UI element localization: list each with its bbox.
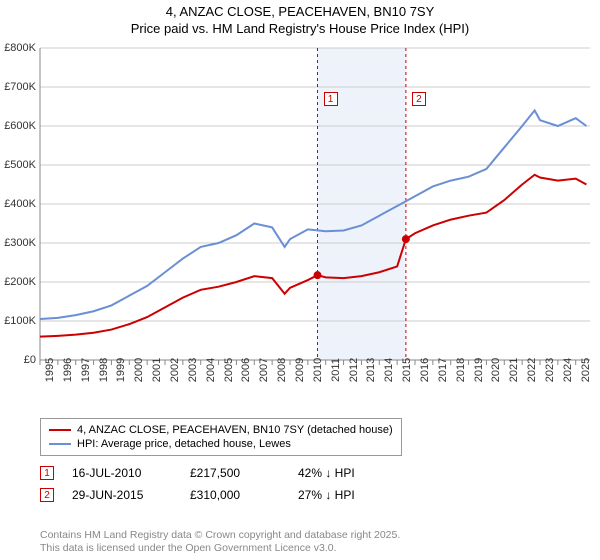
y-tick-label: £600K [4,120,36,132]
x-tick-label: 2001 [151,358,163,382]
x-tick-label: 2006 [240,358,252,382]
x-tick-label: 2004 [205,358,217,382]
sales-row: 1 16-JUL-2010 £217,500 42% ↓ HPI [40,462,398,484]
price-chart: £0 £100K £200K £300K £400K £500K £600K £700K £80… [0,40,600,410]
x-tick-label: 2012 [348,358,360,382]
legend-row: HPI: Average price, detached house, Lewe… [49,437,393,451]
page-subtitle: Price paid vs. HM Land Registry's House … [0,19,600,36]
x-tick-label: 1998 [98,358,110,382]
x-tick-label: 2023 [544,358,556,382]
x-tick-label: 1996 [62,358,74,382]
legend: 4, ANZAC CLOSE, PEACEHAVEN, BN10 7SY (de… [40,418,402,456]
x-tick-label: 2024 [562,358,574,382]
x-tick-label: 2022 [526,358,538,382]
attribution-line: Contains HM Land Registry data © Crown c… [40,529,400,543]
x-tick-label: 2005 [223,358,235,382]
x-tick-label: 2015 [401,358,413,382]
sale-marker-icon: 1 [40,466,54,480]
attribution-line: This data is licensed under the Open Gov… [40,542,400,556]
y-tick-label: £0 [24,354,36,366]
x-tick-label: 1999 [115,358,127,382]
y-tick-label: £800K [4,42,36,54]
y-tick-label: £500K [4,159,36,171]
chart-svg [0,40,600,410]
y-tick-label: £200K [4,276,36,288]
x-tick-label: 2008 [276,358,288,382]
sale-marker-icon: 2 [40,488,54,502]
x-tick-label: 2010 [312,358,324,382]
sale-delta: 27% ↓ HPI [298,488,398,502]
attribution: Contains HM Land Registry data © Crown c… [40,529,400,556]
y-tick-label: £400K [4,198,36,210]
x-tick-label: 2021 [508,358,520,382]
x-tick-label: 2011 [330,358,342,382]
y-tick-label: £700K [4,81,36,93]
x-tick-label: 2007 [258,358,270,382]
sales-row: 2 29-JUN-2015 £310,000 27% ↓ HPI [40,484,398,506]
x-tick-label: 2003 [187,358,199,382]
sale-price: £310,000 [190,488,280,502]
legend-label: HPI: Average price, detached house, Lewe… [77,438,291,450]
x-tick-label: 1997 [80,358,92,382]
x-tick-label: 2017 [437,358,449,382]
x-tick-label: 1995 [44,358,56,382]
legend-swatch-hpi [49,443,71,445]
x-tick-label: 2000 [133,358,145,382]
y-tick-label: £300K [4,237,36,249]
sale-date: 29-JUN-2015 [72,488,172,502]
sale-delta: 42% ↓ HPI [298,466,398,480]
x-tick-label: 2020 [490,358,502,382]
x-tick-label: 2002 [169,358,181,382]
x-tick-label: 2014 [383,358,395,382]
x-tick-label: 2018 [455,358,467,382]
chart-sale-marker: 2 [412,92,426,106]
legend-row: 4, ANZAC CLOSE, PEACEHAVEN, BN10 7SY (de… [49,423,393,437]
page-title: 4, ANZAC CLOSE, PEACEHAVEN, BN10 7SY [0,0,600,19]
legend-swatch-property [49,429,71,431]
x-tick-label: 2019 [473,358,485,382]
x-tick-label: 2016 [419,358,431,382]
x-tick-label: 2025 [580,358,592,382]
x-tick-label: 2013 [365,358,377,382]
chart-sale-marker: 1 [324,92,338,106]
sale-date: 16-JUL-2010 [72,466,172,480]
sales-table: 1 16-JUL-2010 £217,500 42% ↓ HPI 2 29-JU… [40,462,398,506]
y-tick-label: £100K [4,315,36,327]
sale-price: £217,500 [190,466,280,480]
legend-label: 4, ANZAC CLOSE, PEACEHAVEN, BN10 7SY (de… [77,424,393,436]
x-tick-label: 2009 [294,358,306,382]
